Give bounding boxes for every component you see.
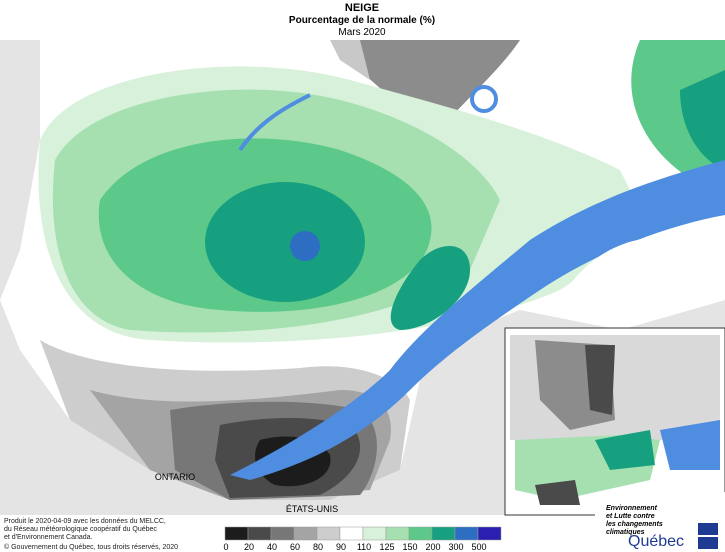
map: ONTARIO ÉTATS-UNIS <box>0 40 725 516</box>
inset-zone <box>595 430 655 470</box>
zone <box>205 182 365 302</box>
legend-label: 110 <box>357 542 371 552</box>
logo-name: Québec <box>628 533 684 550</box>
logo-text: les changements <box>606 521 663 528</box>
legend-label: 40 <box>267 542 277 552</box>
zone <box>631 40 725 200</box>
legend-label: 0 <box>223 542 228 552</box>
legend-label: 60 <box>290 542 300 552</box>
gray-zone <box>330 40 370 80</box>
inset-water <box>660 420 720 470</box>
river <box>230 160 725 480</box>
title: NEIGE <box>345 2 379 14</box>
legend-swatch <box>431 526 456 541</box>
logo-text: et Lutte contre <box>606 513 655 520</box>
zone <box>390 246 470 330</box>
legend-swatch <box>293 526 318 541</box>
footer-line: Produit le 2020-04-09 avec les données d… <box>4 518 166 525</box>
legend-swatch <box>270 526 295 541</box>
legend-label: 80 <box>313 542 323 552</box>
legend-swatch <box>477 526 502 541</box>
legend-label: 125 <box>379 542 394 552</box>
period: Mars 2020 <box>338 27 386 38</box>
reservoir <box>470 85 498 113</box>
legend-swatch <box>408 526 433 541</box>
inset-zone <box>535 480 580 505</box>
legend-swatch <box>316 526 341 541</box>
legend-swatch <box>362 526 387 541</box>
legend-label: 90 <box>336 542 346 552</box>
footer-line: du Réseau météorologique coopératif du Q… <box>4 526 157 533</box>
inset-zone <box>585 345 615 415</box>
region-label: ÉTATS-UNIS <box>286 504 338 514</box>
legend-label: 300 <box>448 542 463 552</box>
legend-label: 200 <box>425 542 440 552</box>
copyright: © Gouvernement du Québec, tous droits ré… <box>4 543 178 551</box>
gray-zone <box>360 40 520 140</box>
island <box>560 237 725 330</box>
logo-flag <box>698 537 718 549</box>
logo-flag <box>698 523 718 535</box>
legend-label: 500 <box>471 542 486 552</box>
region-label: ONTARIO <box>155 472 195 482</box>
lake <box>238 93 311 152</box>
legend-swatch <box>385 526 410 541</box>
logo-text: Environnement <box>606 505 658 512</box>
legend-swatch <box>247 526 272 541</box>
legend-swatch <box>224 526 249 541</box>
footer-line: et d'Environnement Canada. <box>4 534 93 541</box>
legend-swatch <box>339 526 364 541</box>
subtitle: Pourcentage de la normale (%) <box>289 15 435 26</box>
ontario <box>0 40 40 300</box>
logo-text: climatiques <box>606 529 645 536</box>
legend-swatch <box>454 526 479 541</box>
zone <box>680 70 725 170</box>
zone <box>290 231 320 261</box>
legend-label: 20 <box>244 542 254 552</box>
legend: 0 20 40 60 80 90 110 125 150 200 300 500 <box>223 526 502 552</box>
legend-label: 150 <box>402 542 417 552</box>
